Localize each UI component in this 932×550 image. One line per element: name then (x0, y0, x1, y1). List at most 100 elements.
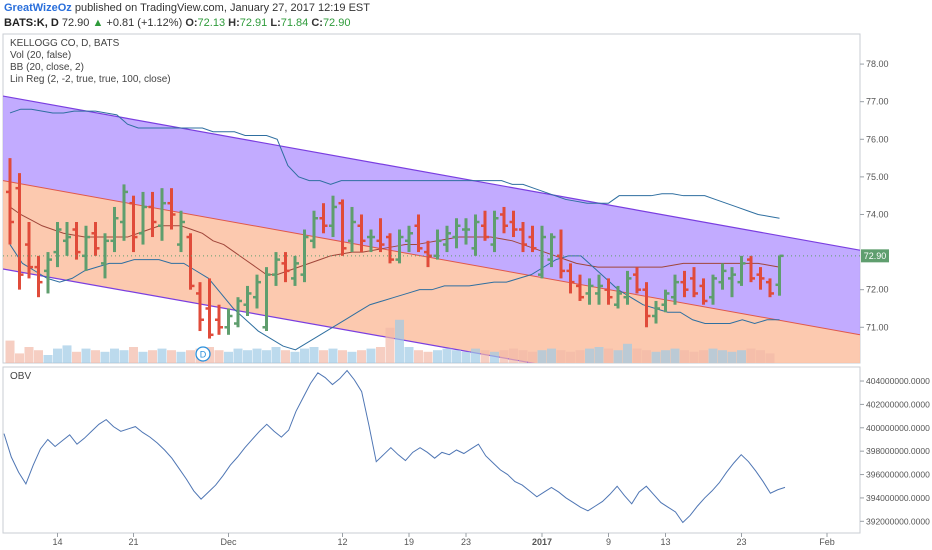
ohlc-bar (186, 233, 195, 290)
price-tick-label: 71.00 (866, 322, 889, 332)
ohlc-bar (272, 252, 280, 286)
volume-bar (537, 350, 547, 363)
volume-bar (176, 351, 186, 363)
volume-bar (24, 347, 34, 363)
ohlc-bar (756, 267, 765, 290)
volume-bar (224, 351, 233, 363)
obv-tick-label: 394000000.0000 (866, 493, 930, 503)
volume-bar (680, 350, 689, 363)
time-tick-label: 2017 (532, 537, 552, 547)
ohlc-bar (737, 255, 746, 286)
ohlc-bar (44, 252, 52, 294)
author-link[interactable]: GreatWizeOz (4, 2, 72, 14)
volume-bar (442, 348, 452, 363)
legend-bb: BB (20, close, 2) (10, 62, 84, 73)
volume-bar (110, 348, 119, 363)
ohlc-bar (139, 191, 147, 245)
ohlc-bar (357, 214, 366, 253)
bb-upper-line (9, 108, 780, 219)
close-value: 72.90 (322, 17, 351, 29)
volume-bar (15, 353, 24, 363)
ohlc-bar (671, 274, 679, 305)
volume-bar (81, 348, 91, 363)
last-price-tag-text: 72.90 (864, 251, 887, 261)
ohlc-bar (585, 278, 594, 305)
ohlc-bar (614, 285, 622, 309)
price-tick-label: 74.00 (866, 209, 889, 219)
ohlc-bar (148, 191, 157, 238)
volume-bar (670, 348, 680, 363)
change-arrow-icon: ▲ (92, 17, 104, 29)
volume-bar (167, 350, 176, 363)
ohlc-bar (680, 270, 689, 298)
ohlc-bar (728, 267, 736, 298)
symbol-label: BATS:K, D (4, 17, 59, 29)
volume-bar (186, 350, 195, 363)
ohlc-bar (405, 225, 413, 253)
ohlc-bar (775, 254, 784, 296)
volume-bar (91, 350, 100, 363)
linreg-upper-line (3, 95, 860, 251)
ohlc-bar (63, 222, 71, 256)
obv-axis: 404000000.0000 402000000.0000 400000000.00… (860, 376, 930, 526)
volume-bar (404, 347, 414, 363)
time-tick-label: 14 (52, 537, 62, 547)
ohlc-bar (72, 222, 81, 260)
ohlc-bar (471, 214, 480, 256)
time-tick-label: 23 (461, 537, 471, 547)
obv-plot (3, 369, 786, 524)
volume-bar (480, 350, 490, 363)
obv-title: OBV (10, 371, 31, 382)
linreg-lower-line (3, 268, 536, 363)
time-tick-label: Dec (220, 537, 237, 547)
volume-bar (585, 348, 594, 363)
volume-bar (528, 351, 537, 363)
volume-bar (414, 350, 423, 363)
ohlc-bar (699, 278, 708, 305)
ohlc-bar (224, 308, 233, 335)
volume-bar (43, 355, 53, 363)
ohlc-bar (262, 267, 271, 332)
volume-bar (575, 350, 585, 363)
volume-bar (5, 340, 15, 363)
volume-bar (556, 350, 566, 363)
volume-bar (471, 348, 480, 363)
volume-bar (452, 350, 461, 363)
ohlc-bar (253, 274, 261, 309)
ohlc-bar (338, 199, 347, 256)
bb-mid-line (9, 206, 780, 276)
ohlc-bar (101, 233, 109, 279)
ohlc-bar (709, 274, 717, 305)
volume-bar (737, 350, 746, 363)
volume-bar (746, 348, 756, 363)
price-tick-label: 77.00 (866, 97, 889, 107)
volume-bar (34, 350, 43, 363)
volume-bar (699, 350, 708, 363)
obv-tick-label: 396000000.0000 (866, 470, 930, 480)
ohlc-bar (177, 210, 185, 253)
ohlc-bar (234, 297, 242, 328)
volume-bar (566, 351, 575, 363)
publish-line: GreatWizeOz published on TradingView.com… (4, 1, 924, 16)
ohlc-bar (528, 225, 537, 253)
last-price-tag-bg (861, 249, 889, 263)
volume-bar (718, 350, 727, 363)
volume-bar (604, 348, 613, 363)
obv-pane-border (2, 366, 861, 534)
linreg-upper-fill (3, 96, 860, 335)
ohlc-bar (310, 210, 318, 249)
ohlc-bar (53, 222, 62, 268)
volume-bar (100, 351, 110, 363)
volume-bar (214, 350, 224, 363)
ohlc-bar (462, 218, 470, 245)
price-plot (3, 95, 860, 363)
dividend-circle (195, 346, 211, 362)
ohlc-bar (205, 278, 214, 339)
volume-bar (233, 348, 243, 363)
volume-bar (148, 350, 157, 363)
dividend-marker[interactable]: D (195, 346, 211, 362)
high-value: 72.91 (239, 17, 268, 29)
ohlc-bar (566, 263, 575, 294)
volume-bar (385, 327, 395, 363)
